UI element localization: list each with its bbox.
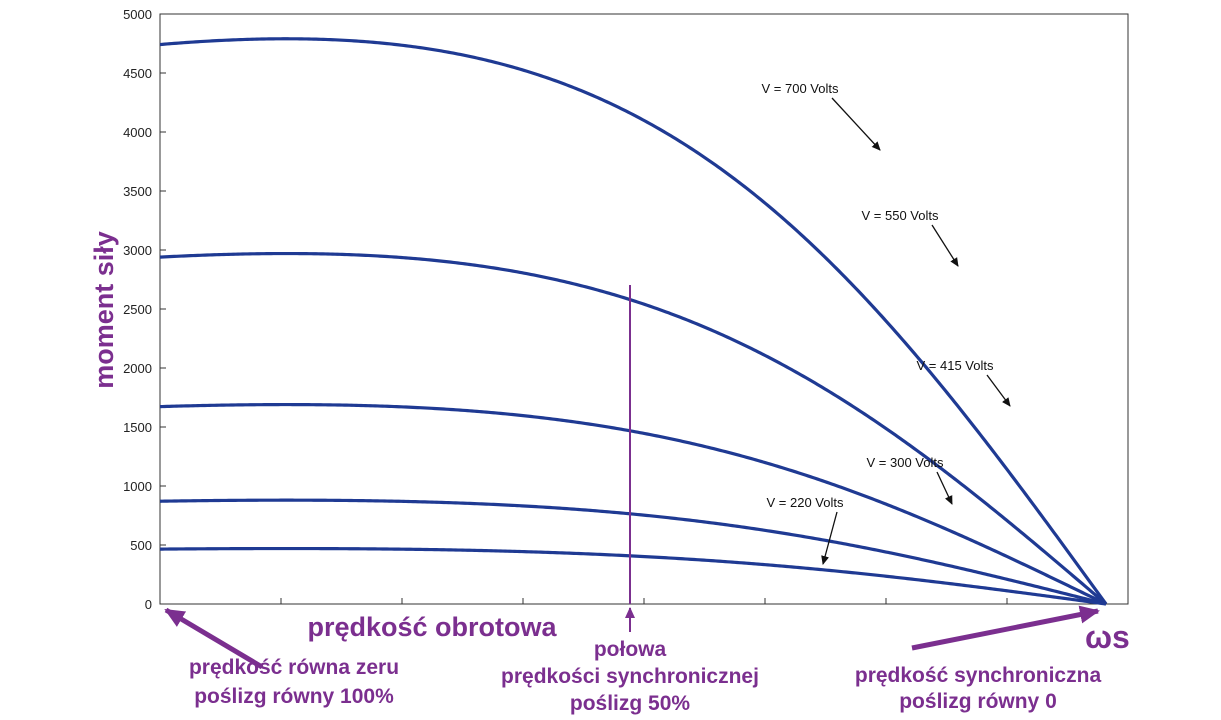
x-axis-label: prędkość obrotowa bbox=[307, 612, 557, 642]
curve-label-arrow bbox=[936, 471, 953, 505]
curve-label-5: V = 220 Volts bbox=[767, 495, 844, 510]
middle-annotation-line3: poślizg 50% bbox=[570, 692, 691, 715]
curve-label-3: V = 415 Volts bbox=[917, 358, 994, 373]
curve-4 bbox=[159, 498, 1107, 606]
right-annotation-line2: poślizg równy 0 bbox=[899, 690, 1057, 713]
curve-2 bbox=[159, 251, 1108, 606]
omega-s-label: ωs bbox=[1085, 619, 1130, 655]
curve-label-arrow bbox=[821, 511, 838, 565]
y-tick-label-4: 2000 bbox=[123, 361, 152, 376]
left-annotation-line1: prędkość równa zeru bbox=[189, 656, 399, 679]
right-annotation-line1: prędkość synchroniczna bbox=[855, 664, 1102, 687]
curve-3 bbox=[159, 402, 1107, 606]
y-tick-label-0: 0 bbox=[145, 597, 152, 612]
y-tick-label-7: 3500 bbox=[123, 184, 152, 199]
curve-label-1: V = 700 Volts bbox=[762, 81, 839, 96]
curve-1 bbox=[159, 37, 1108, 605]
right-arrow bbox=[911, 605, 1100, 651]
y-tick-label-9: 4500 bbox=[123, 66, 152, 81]
middle-annotation-line2: prędkości synchronicznej bbox=[501, 665, 759, 688]
y-tick-label-8: 4000 bbox=[123, 125, 152, 140]
curve-label-2: V = 550 Volts bbox=[862, 208, 939, 223]
curve-5 bbox=[159, 546, 1107, 606]
curve-label-arrow bbox=[931, 224, 959, 267]
curve-labels: V = 700 Volts V = 550 Volts V = 415 Volts V… bbox=[762, 81, 1011, 565]
y-axis-label: moment siły bbox=[89, 231, 119, 389]
curve-label-arrow bbox=[831, 97, 881, 151]
y-tick-label-1: 500 bbox=[130, 538, 152, 553]
y-tick-label-2: 1000 bbox=[123, 479, 152, 494]
y-tick-label-10: 5000 bbox=[123, 7, 152, 22]
middle-annotation-line1: połowa bbox=[594, 638, 667, 661]
y-axis-ticks: 0 500 1000 1500 2000 2500 3000 3500 4000 4500 5000 bbox=[123, 7, 166, 612]
y-tick-label-3: 1500 bbox=[123, 420, 152, 435]
curve-label-4: V = 300 Volts bbox=[867, 455, 944, 470]
left-annotation-line2: poślizg równy 100% bbox=[194, 685, 394, 708]
x-axis-ticks bbox=[280, 598, 1008, 604]
left-arrow bbox=[164, 607, 264, 670]
y-tick-label-5: 2500 bbox=[123, 302, 152, 317]
y-tick-label-6: 3000 bbox=[123, 243, 152, 258]
torque-curves bbox=[159, 37, 1108, 606]
curve-label-arrow bbox=[986, 374, 1011, 407]
